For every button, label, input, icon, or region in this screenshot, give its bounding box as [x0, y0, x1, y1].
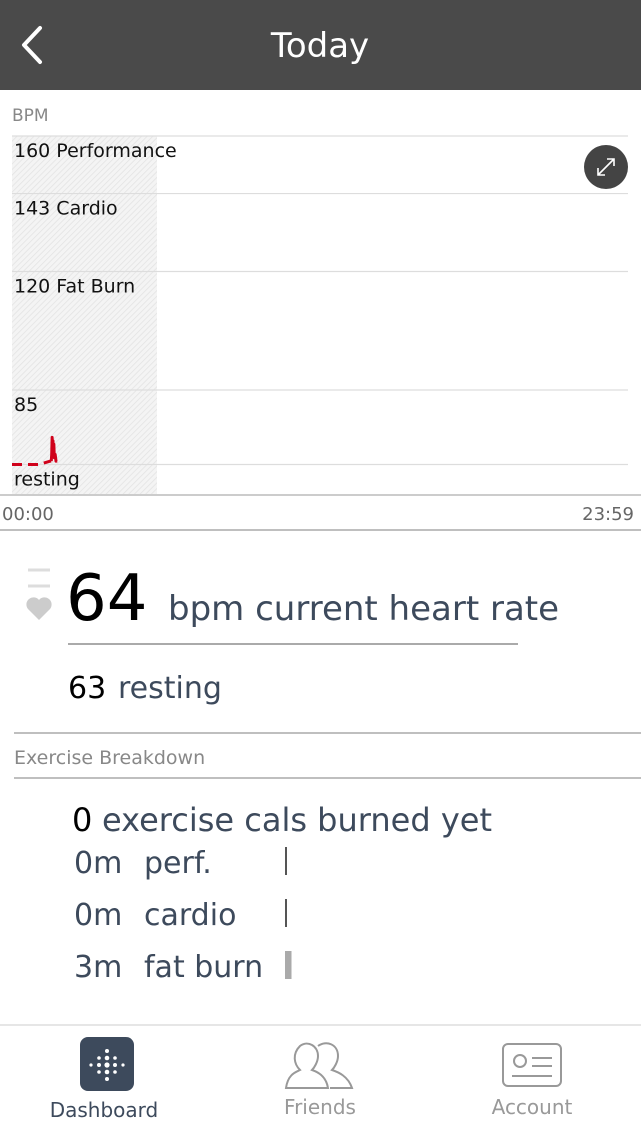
current-bpm: 64 [66, 562, 147, 636]
resting-bpm: 63 [68, 671, 106, 706]
y-tick-label: 143 Cardio [14, 198, 118, 220]
exercise-cals-label: exercise cals burned yet [102, 801, 492, 839]
row-bar [285, 847, 287, 875]
row-label: perf. [144, 846, 212, 881]
y-tick-label: 120 Fat Burn [14, 275, 135, 297]
exercise-rows: 0m perf. 0m cardio 3m fat burn [74, 846, 292, 985]
exercise-cals: 0 [72, 801, 92, 839]
section-title: Exercise Breakdown [14, 747, 205, 769]
account-icon[interactable] [502, 1043, 562, 1087]
header-bar [0, 0, 641, 90]
row-value: 3m [74, 950, 122, 985]
x-tick-label: 23:59 [582, 504, 634, 525]
tab-label[interactable]: Friends [284, 1095, 356, 1119]
resting-label: resting [118, 671, 222, 706]
row-value: 0m [74, 898, 122, 933]
back-button[interactable] [22, 26, 42, 64]
y-tick-label: 160 Performance [14, 140, 177, 162]
row-bar [285, 951, 292, 979]
heart-rate-line [49, 435, 58, 463]
sleep-shade [12, 136, 157, 495]
current-bpm-label: bpm current heart rate [168, 589, 559, 629]
expand-button[interactable] [584, 145, 628, 189]
plot: 160 Performance 143 Cardio 120 Fat Burn 85 r… [2, 135, 634, 525]
tab-label[interactable]: Dashboard [50, 1098, 159, 1122]
tab-label[interactable]: Account [492, 1095, 573, 1119]
friends-icon[interactable] [284, 1042, 354, 1089]
x-tick-label: 00:00 [2, 504, 54, 525]
y-axis-label: BPM [12, 106, 49, 126]
row-bar [285, 899, 287, 927]
y-tick-label: resting [14, 469, 80, 491]
heart-icon [26, 568, 52, 620]
heart-rate-line [12, 459, 52, 467]
row-value: 0m [74, 846, 122, 881]
row-label: cardio [144, 898, 236, 933]
tab-bar: Dashboard Friends Account [50, 1095, 573, 1122]
y-tick-label: 85 [14, 394, 38, 416]
row-label: fat burn [144, 950, 263, 985]
dashboard-icon[interactable] [80, 1037, 134, 1091]
header-title: Today [270, 26, 369, 66]
